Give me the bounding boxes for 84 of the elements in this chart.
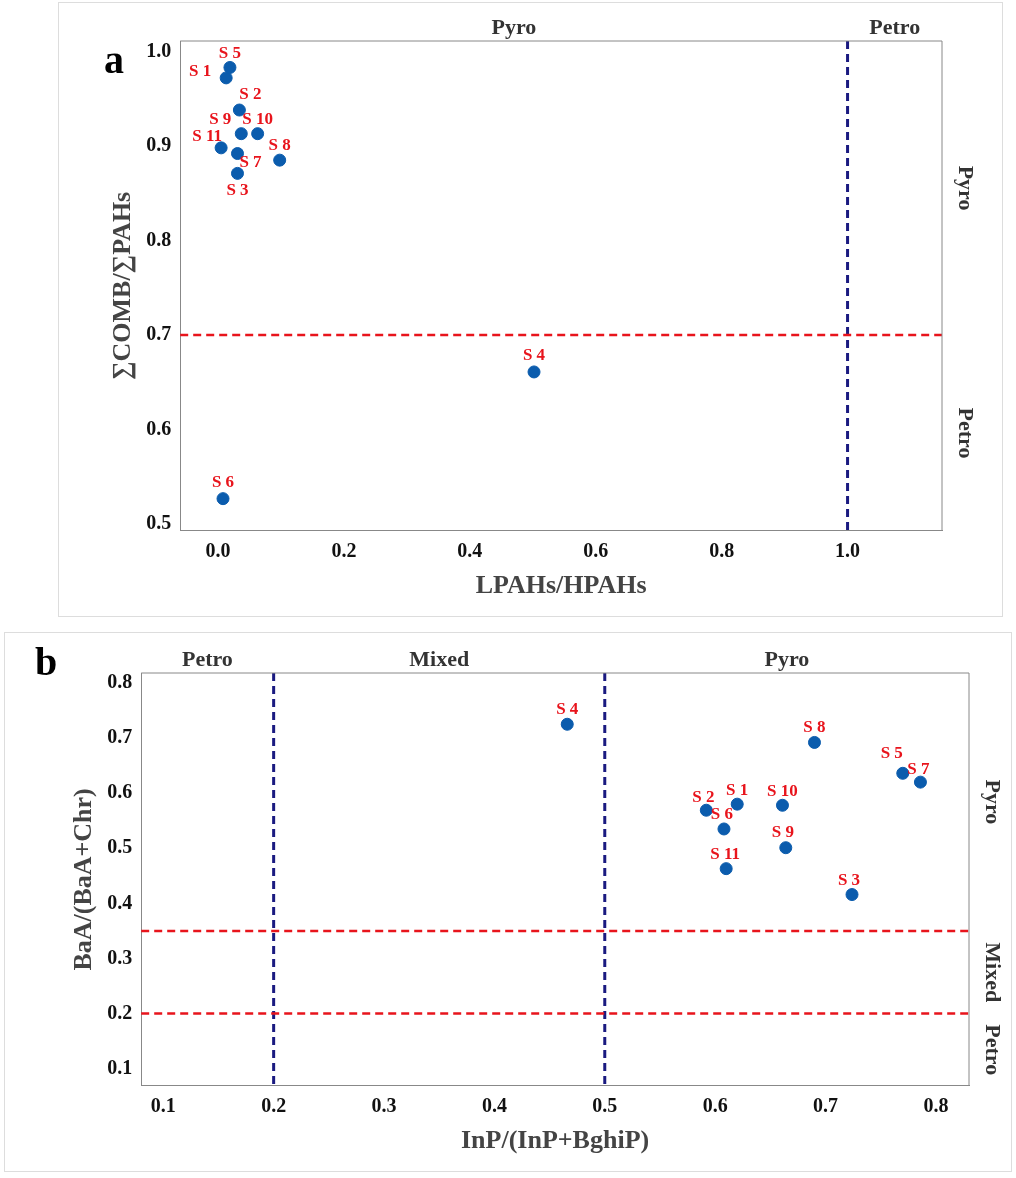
y-tick-label: 0.4 — [107, 890, 133, 913]
y-tick-label: 0.8 — [107, 670, 133, 693]
y-axis-title: BaA/(BaA+Chr) — [68, 788, 98, 971]
annotation: S 8 — [803, 716, 826, 736]
annotation: S 11 — [192, 126, 223, 146]
x-tick-label: 0.2 — [261, 1093, 287, 1116]
text: b — [35, 639, 58, 685]
x-tick-label: 0.8 — [709, 538, 735, 561]
y-tick-label: 0.5 — [146, 511, 172, 534]
point — [273, 153, 287, 167]
x-tick-label: 0.2 — [331, 538, 357, 561]
text: Pyro — [981, 779, 1007, 825]
text: Petro — [954, 407, 980, 459]
annotation: S 11 — [710, 844, 741, 864]
annotation: S 9 — [771, 822, 794, 842]
point — [779, 841, 793, 855]
annotation: S 4 — [522, 345, 546, 365]
y-tick-label: 0.7 — [146, 322, 172, 345]
point — [234, 127, 248, 141]
annotation: S 2 — [239, 84, 262, 104]
x-tick-label: 0.4 — [457, 538, 483, 561]
text: Pyro — [954, 165, 980, 211]
y-tick-label: 0.2 — [107, 1000, 133, 1023]
annotation: S 9 — [209, 109, 232, 129]
x-tick-label: 0.5 — [592, 1093, 618, 1116]
point — [719, 862, 733, 876]
x-tick-label: 0.7 — [813, 1093, 839, 1116]
annotation: S 3 — [226, 179, 249, 199]
y-tick-label: 0.1 — [107, 1055, 133, 1078]
y-tick-label: 0.5 — [107, 835, 133, 858]
text: Mixed — [981, 942, 1007, 1003]
point — [807, 735, 821, 749]
point — [223, 60, 237, 74]
y-tick-label: 0.6 — [146, 416, 172, 439]
y-tick-label: 0.3 — [107, 945, 133, 968]
text: Petro — [181, 645, 233, 671]
point — [527, 365, 541, 379]
annotation: S 6 — [211, 472, 235, 492]
x-tick-label: 0.3 — [371, 1093, 397, 1116]
x-tick-label: 0.6 — [702, 1093, 728, 1116]
point — [717, 822, 731, 836]
annotation: S 8 — [268, 134, 291, 154]
y-tick-label: 0.8 — [146, 227, 172, 250]
annotation: S 2 — [692, 786, 715, 806]
x-tick-label: 0.4 — [481, 1093, 507, 1116]
point — [699, 803, 713, 817]
point — [216, 492, 230, 506]
point — [251, 127, 265, 141]
point — [230, 166, 244, 180]
y-axis-title: ∑COMB/∑PAHs — [107, 191, 137, 381]
text: Petro — [869, 13, 921, 39]
annotation: S 4 — [556, 698, 579, 718]
x-tick-label: 0.0 — [205, 538, 231, 561]
text: Mixed — [409, 645, 470, 671]
x-tick-label: 0.6 — [583, 538, 609, 561]
annotation: S 7 — [239, 151, 263, 171]
x-tick-label: 0.8 — [923, 1093, 949, 1116]
point — [845, 888, 859, 902]
annotation: S 1 — [189, 61, 212, 81]
x-axis-title: InP/(InP+BghiP) — [461, 1125, 650, 1155]
y-tick-label: 0.6 — [107, 780, 133, 803]
text: a — [104, 37, 124, 83]
text: Pyro — [491, 13, 537, 39]
y-tick-label: 0.7 — [107, 725, 133, 748]
x-tick-label: 1.0 — [835, 538, 861, 561]
annotation: S 7 — [907, 758, 931, 778]
point — [560, 717, 574, 731]
point — [775, 798, 789, 812]
annotation: S 1 — [726, 779, 749, 799]
y-tick-label: 0.9 — [146, 133, 172, 156]
annotation: S 5 — [880, 742, 903, 762]
point — [219, 71, 233, 85]
text: Petro — [981, 1024, 1007, 1076]
annotation: S 6 — [710, 804, 734, 824]
annotation: S 10 — [767, 780, 798, 800]
text: Pyro — [764, 645, 810, 671]
x-axis-title: LPAHs/HPAHs — [475, 570, 647, 600]
point — [214, 141, 228, 155]
annotation: S 3 — [837, 869, 861, 889]
annotation: S 10 — [242, 109, 273, 129]
point — [896, 766, 910, 780]
y-tick-label: 1.0 — [146, 38, 172, 61]
point — [913, 775, 927, 789]
annotation: S 5 — [218, 42, 242, 62]
